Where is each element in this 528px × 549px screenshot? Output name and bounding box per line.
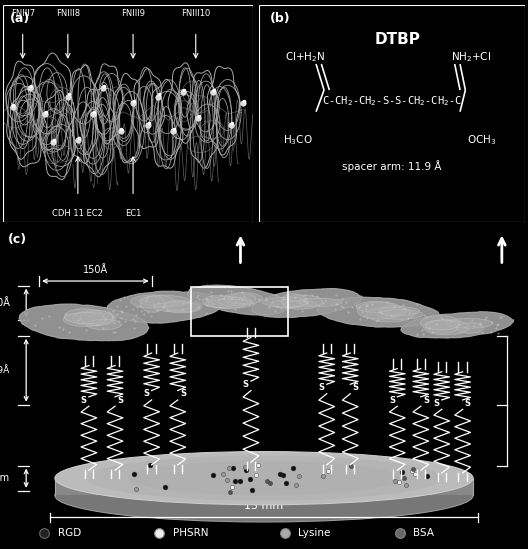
Text: NH$_2$+Cl: NH$_2$+Cl	[451, 51, 491, 64]
Polygon shape	[421, 316, 460, 330]
Polygon shape	[164, 300, 191, 311]
Polygon shape	[356, 301, 394, 312]
Polygon shape	[80, 311, 113, 325]
Bar	[55, 478, 473, 495]
Polygon shape	[73, 310, 116, 326]
Ellipse shape	[128, 461, 400, 495]
Text: Lysine: Lysine	[298, 528, 331, 538]
Polygon shape	[378, 310, 422, 320]
Polygon shape	[154, 302, 200, 312]
Polygon shape	[87, 320, 121, 330]
Polygon shape	[64, 309, 103, 324]
Text: (b): (b)	[269, 12, 290, 25]
Text: S: S	[433, 399, 439, 408]
Text: DTBP: DTBP	[374, 31, 420, 47]
Text: S: S	[423, 396, 429, 405]
Polygon shape	[141, 296, 165, 312]
Polygon shape	[446, 318, 493, 328]
Text: FNIII10: FNIII10	[181, 9, 210, 18]
Text: (c): (c)	[8, 233, 27, 245]
Text: 150Å: 150Å	[83, 265, 108, 275]
Text: CDH 11 EC2: CDH 11 EC2	[52, 209, 103, 218]
Text: FNIII9: FNIII9	[121, 9, 145, 18]
Ellipse shape	[55, 452, 473, 505]
Polygon shape	[271, 300, 301, 308]
Polygon shape	[281, 295, 323, 307]
Polygon shape	[425, 320, 459, 330]
Polygon shape	[380, 307, 419, 316]
Polygon shape	[163, 301, 202, 313]
Polygon shape	[423, 320, 469, 335]
Ellipse shape	[55, 469, 473, 522]
Text: RGD: RGD	[58, 528, 81, 538]
Text: C-CH$_2$-CH$_2$-S-S-CH$_2$-CH$_2$-C: C-CH$_2$-CH$_2$-S-S-CH$_2$-CH$_2$-C	[322, 94, 462, 108]
Text: (a): (a)	[10, 12, 31, 25]
Text: 60Å: 60Å	[0, 298, 11, 308]
Polygon shape	[131, 295, 175, 308]
Text: S: S	[353, 383, 359, 392]
Text: FNIII7: FNIII7	[11, 9, 35, 18]
Polygon shape	[63, 312, 106, 326]
Polygon shape	[65, 312, 114, 323]
Text: 1mm: 1mm	[0, 473, 11, 483]
Text: EC1: EC1	[125, 209, 142, 218]
Polygon shape	[366, 307, 413, 322]
Polygon shape	[357, 302, 403, 319]
Bar	[191, 287, 288, 336]
Polygon shape	[187, 285, 291, 315]
Text: PHSRN: PHSRN	[173, 528, 208, 538]
Ellipse shape	[86, 456, 442, 501]
Polygon shape	[208, 296, 248, 309]
Text: S: S	[243, 380, 249, 389]
Polygon shape	[380, 305, 407, 316]
Text: 11.9Å: 11.9Å	[0, 366, 11, 375]
Polygon shape	[218, 297, 252, 306]
Text: OCH$_3$: OCH$_3$	[467, 133, 496, 147]
Text: S: S	[81, 396, 87, 405]
Text: S: S	[389, 396, 395, 405]
Polygon shape	[252, 289, 362, 317]
Polygon shape	[139, 295, 190, 306]
Polygon shape	[224, 293, 262, 304]
Text: S: S	[465, 399, 471, 408]
Text: 15 mm: 15 mm	[244, 501, 284, 511]
Polygon shape	[203, 295, 237, 307]
Polygon shape	[284, 301, 317, 309]
Polygon shape	[281, 294, 306, 308]
Polygon shape	[457, 323, 483, 333]
Text: H$_3$CO: H$_3$CO	[282, 133, 313, 147]
Text: BSA: BSA	[413, 528, 434, 538]
Polygon shape	[229, 294, 256, 304]
Polygon shape	[263, 297, 308, 307]
Text: S: S	[318, 383, 325, 392]
Text: spacer arm: 11.9 Å: spacer arm: 11.9 Å	[342, 160, 442, 172]
Polygon shape	[317, 297, 441, 327]
Polygon shape	[299, 298, 342, 306]
Polygon shape	[205, 299, 254, 308]
Polygon shape	[426, 320, 459, 333]
Text: FNIII8: FNIII8	[56, 9, 80, 18]
Text: Cl+H$_2$N: Cl+H$_2$N	[285, 51, 326, 64]
Polygon shape	[20, 304, 149, 340]
Polygon shape	[107, 292, 224, 323]
Text: S: S	[180, 389, 186, 399]
Text: S: S	[117, 396, 123, 405]
Polygon shape	[401, 312, 513, 338]
Text: S: S	[144, 389, 149, 399]
